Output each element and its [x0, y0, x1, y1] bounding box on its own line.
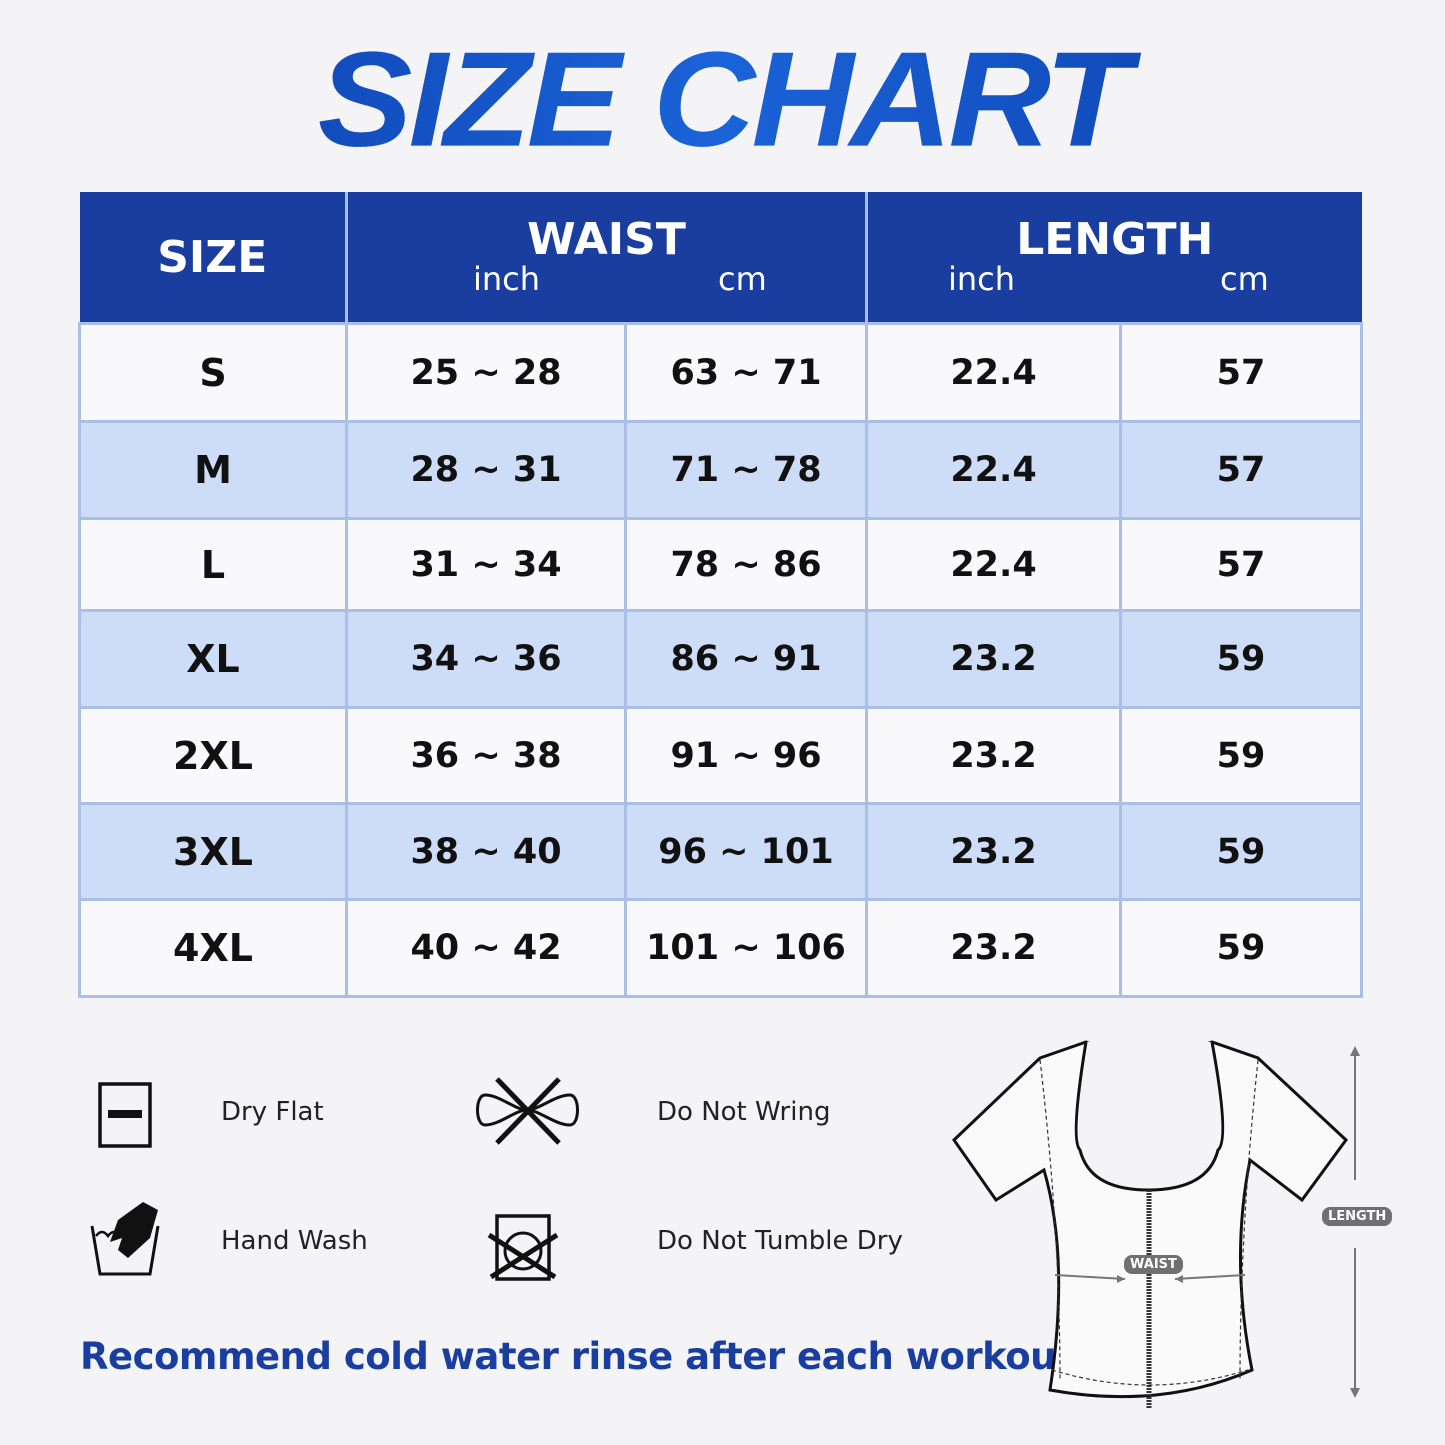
- waist-inch-unit: inch: [473, 260, 541, 298]
- care-label-dry-flat: Dry Flat: [221, 1097, 324, 1127]
- cell-length-cm: 59: [1119, 706, 1363, 805]
- cell-waist-inch: 38 ~ 40: [345, 802, 627, 901]
- cell-length-cm: 59: [1119, 898, 1363, 998]
- care-label-do-not-tumble-dry: Do Not Tumble Dry: [657, 1226, 903, 1256]
- dry-flat-icon: [98, 1082, 152, 1148]
- table-row: 2XL 36 ~ 38 91 ~ 96 23.2 59: [78, 706, 1363, 805]
- cell-waist-inch: 25 ~ 28: [345, 322, 627, 423]
- cell-size: M: [78, 420, 348, 520]
- cell-length-inch: 22.4: [865, 420, 1122, 520]
- cell-waist-inch: 31 ~ 34: [345, 517, 627, 612]
- care-label-do-not-wring: Do Not Wring: [657, 1097, 831, 1127]
- cell-size: 2XL: [78, 706, 348, 805]
- cell-size: 4XL: [78, 898, 348, 998]
- header-size: SIZE: [79, 192, 348, 324]
- cell-length-cm: 59: [1119, 609, 1363, 709]
- table-row: S 25 ~ 28 63 ~ 71 22.4 57: [78, 322, 1363, 423]
- cell-length-inch: 22.4: [865, 322, 1122, 423]
- cell-waist-cm: 91 ~ 96: [624, 706, 868, 805]
- header-length: LENGTH inch cm: [866, 192, 1362, 324]
- cell-waist-cm: 101 ~ 106: [624, 898, 868, 998]
- cell-waist-cm: 63 ~ 71: [624, 322, 868, 423]
- cell-waist-inch: 28 ~ 31: [345, 420, 627, 520]
- do-not-tumble-dry-icon: [487, 1214, 559, 1281]
- cell-size: S: [78, 322, 348, 423]
- waist-tag: WAIST: [1124, 1255, 1183, 1274]
- care-note: Recommend cold water rinse after each wo…: [80, 1335, 1087, 1378]
- cell-length-inch: 23.2: [865, 706, 1122, 805]
- care-label-hand-wash: Hand Wash: [221, 1226, 368, 1256]
- hand-wash-icon: [90, 1202, 160, 1276]
- table-row: 3XL 38 ~ 40 96 ~ 101 23.2 59: [78, 802, 1363, 901]
- cell-waist-inch: 34 ~ 36: [345, 609, 627, 709]
- do-not-wring-icon: [476, 1077, 579, 1145]
- table-row: L 31 ~ 34 78 ~ 86 22.4 57: [78, 517, 1363, 612]
- cell-size: 3XL: [78, 802, 348, 901]
- cell-waist-cm: 86 ~ 91: [624, 609, 868, 709]
- cell-length-inch: 23.2: [865, 802, 1122, 901]
- length-cm-unit: cm: [1220, 260, 1269, 298]
- cell-length-inch: 22.4: [865, 517, 1122, 612]
- cell-size: XL: [78, 609, 348, 709]
- waist-cm-unit: cm: [718, 260, 767, 298]
- cell-length-cm: 59: [1119, 802, 1363, 901]
- header-waist: WAIST inch cm: [346, 192, 868, 324]
- cell-waist-cm: 96 ~ 101: [624, 802, 868, 901]
- cell-waist-inch: 36 ~ 38: [345, 706, 627, 805]
- table-row: XL 34 ~ 36 86 ~ 91 23.2 59: [78, 609, 1363, 709]
- cell-waist-cm: 78 ~ 86: [624, 517, 868, 612]
- table-row: M 28 ~ 31 71 ~ 78 22.4 57: [78, 420, 1363, 520]
- table-row: 4XL 40 ~ 42 101 ~ 106 23.2 59: [78, 898, 1363, 998]
- cell-waist-cm: 71 ~ 78: [624, 420, 868, 520]
- length-inch-unit: inch: [948, 260, 1016, 298]
- cell-length-cm: 57: [1119, 517, 1363, 612]
- length-tag: LENGTH: [1322, 1207, 1393, 1226]
- cell-length-inch: 23.2: [865, 609, 1122, 709]
- cell-size: L: [78, 517, 348, 612]
- cell-length-cm: 57: [1119, 420, 1363, 520]
- cell-length-inch: 23.2: [865, 898, 1122, 998]
- garment-diagram: [952, 1040, 1360, 1408]
- cell-waist-inch: 40 ~ 42: [345, 898, 627, 998]
- cell-length-cm: 57: [1119, 322, 1363, 423]
- page-title: SIZE CHART: [0, 22, 1445, 178]
- size-table: SIZE WAIST inch cm LENGTH inch cm S 25 ~ …: [78, 192, 1363, 998]
